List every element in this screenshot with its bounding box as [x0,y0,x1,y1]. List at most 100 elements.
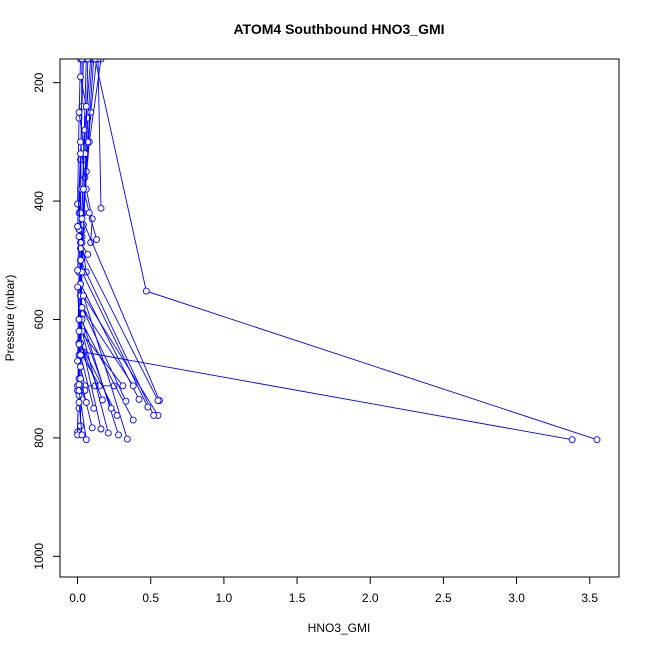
data-point [74,283,82,291]
data-point [93,236,101,244]
x-tick-label: 2.5 [435,591,452,605]
series-line [81,307,127,402]
series-line [83,295,159,416]
series-line [80,354,95,409]
data-point [113,411,121,419]
x-axis: 0.0 0.5 1.0 1.5 2.0 2.5 3.0 3.5 [69,576,598,605]
data-point [568,436,576,444]
x-tick-label: 0.0 [69,591,86,605]
series-line [78,112,86,154]
data-point [90,404,98,412]
x-tick-label: 3.5 [581,591,598,605]
series-line [83,351,573,441]
y-tick-label: 1000 [32,543,46,570]
series-line [78,390,87,440]
data-point [75,398,83,406]
data-point [144,403,152,411]
series-line [80,331,124,387]
series-line [81,307,134,387]
data-point [75,108,83,116]
data-point [75,233,83,241]
data-point [122,397,130,405]
x-axis-label: HNO3_GMI [308,621,371,635]
data-point [77,150,84,158]
series-50 [74,150,84,230]
data-point [85,209,93,217]
data-point [79,185,87,193]
series-line [78,319,112,409]
series-layer [74,59,601,444]
series-38 [75,327,105,433]
data-point [78,431,86,439]
chart-title: ATOM4 Southbound HNO3_GMI [233,21,444,37]
series-line [77,286,80,320]
data-point [82,102,90,110]
data-point [154,397,162,405]
series-30 [78,304,130,405]
data-point [78,59,86,63]
data-point [119,382,127,390]
series-39 [77,351,98,412]
x-tick-label: 1.5 [289,591,306,605]
x-tick-label: 1.0 [216,591,233,605]
data-point [78,304,86,312]
data-point [77,256,84,264]
data-point [87,108,95,116]
data-point [84,59,92,63]
data-point [75,316,83,323]
data-point [77,351,84,359]
series-42 [75,398,86,439]
data-point [97,204,105,212]
series-line [80,260,155,416]
x-tick-label: 0.5 [142,591,159,605]
data-point [74,357,82,365]
y-tick-label: 200 [32,72,46,92]
x-tick-label: 2.0 [362,591,379,605]
series-line [80,141,93,243]
data-point [74,266,82,274]
series-51 [74,233,83,274]
y-axis: 200 400 600 800 1000 [32,72,61,570]
data-point [77,375,84,383]
x-tick-label: 3.0 [508,591,525,605]
series-line [81,271,149,408]
series-44 [79,185,101,244]
series-line [81,218,160,401]
series-line [80,342,118,416]
data-point [107,404,115,412]
series-47 [75,340,83,348]
data-point [84,250,92,258]
data-point [74,223,82,230]
data-point [135,395,143,403]
data-point [75,327,83,335]
data-point [104,429,112,437]
data-point [98,396,106,404]
data-point [82,398,90,406]
data-point [79,292,87,300]
data-point [78,215,86,223]
series-line [77,153,81,227]
data-point [82,436,90,444]
data-point [91,59,99,63]
data-point [81,126,89,134]
data-point [129,382,137,390]
y-tick-label: 800 [32,428,46,448]
data-point [123,435,131,443]
series-line [78,189,81,230]
series-48 [77,73,90,110]
data-point [129,416,137,424]
data-point [75,340,83,348]
data-point [593,436,601,444]
series-26 [78,268,152,411]
series-25 [77,256,158,419]
series-line [78,331,102,430]
series-line [78,402,83,435]
data-point [88,424,96,432]
series-11 [91,59,601,444]
y-tick-label: 600 [32,309,46,329]
y-axis-label: Pressure (mbar) [3,275,17,362]
data-point [75,381,83,389]
data-point [97,425,105,433]
